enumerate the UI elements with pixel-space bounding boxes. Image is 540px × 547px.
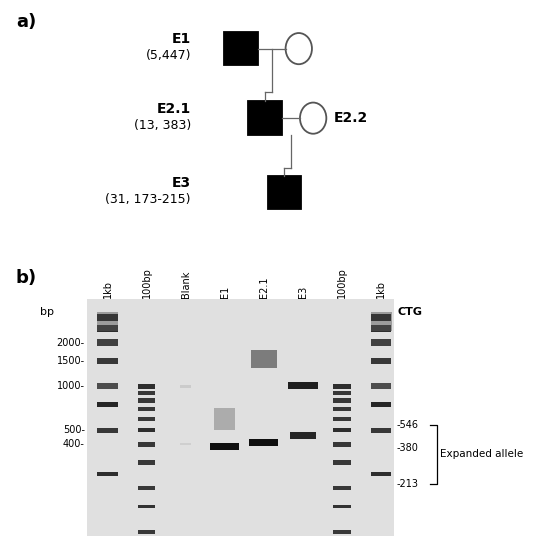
Bar [138,442,156,446]
Bar [138,407,156,411]
Bar [288,382,318,389]
Bar [291,433,316,439]
Bar [97,312,118,331]
Bar [371,358,391,364]
Bar [371,325,391,333]
Bar [249,439,279,446]
Bar [214,408,235,430]
Bar [370,312,392,331]
Bar [333,442,351,446]
Bar [138,428,156,433]
Bar [98,383,118,389]
Bar [333,486,351,490]
Bar [333,398,351,403]
Bar [138,416,156,421]
Bar [371,472,391,476]
Bar [371,339,391,346]
Text: 1000-: 1000- [57,381,85,392]
Ellipse shape [300,103,326,133]
Text: E1: E1 [220,286,230,298]
Bar [138,460,156,465]
Text: CTG: CTG [397,307,422,317]
Text: E3: E3 [298,286,308,298]
Text: (13, 383): (13, 383) [133,119,191,132]
Text: b): b) [16,269,37,287]
Bar [138,384,156,389]
Bar [98,472,118,476]
Bar [87,299,394,536]
Bar [138,505,156,508]
Text: 500-: 500- [63,425,85,435]
Bar [371,383,391,389]
Ellipse shape [286,33,312,64]
Bar [333,529,351,534]
Bar [371,402,391,407]
Bar [98,339,118,346]
Text: (31, 173-215): (31, 173-215) [105,193,191,206]
Bar [98,428,118,433]
Bar [98,325,118,333]
Text: 100bp: 100bp [337,266,347,298]
Bar [98,402,118,407]
Bar [98,313,118,321]
Bar [248,101,282,135]
Text: (5,447): (5,447) [145,49,191,62]
Text: E2.1: E2.1 [259,276,269,298]
Bar [371,313,391,321]
Bar [371,428,391,433]
Bar [180,443,191,445]
Text: -380: -380 [397,443,419,452]
Text: Expanded allele: Expanded allele [440,450,523,459]
Text: -546: -546 [397,420,419,430]
Text: 100bp: 100bp [141,266,152,298]
Text: 2000-: 2000- [57,337,85,348]
Bar [333,428,351,433]
Text: -213: -213 [397,479,419,489]
Text: 1500-: 1500- [57,356,85,366]
Bar [225,32,258,66]
Bar [98,358,118,364]
Text: E2.2: E2.2 [334,111,368,125]
Bar [333,460,351,465]
Bar [333,384,351,389]
Text: bp: bp [40,307,54,317]
Bar [251,350,276,368]
Bar [180,385,191,388]
Text: E2.1: E2.1 [157,102,191,115]
Text: Blank: Blank [181,270,191,298]
Bar [333,416,351,421]
Text: 1kb: 1kb [103,280,112,298]
Bar [268,176,301,210]
Bar [333,391,351,395]
Text: E1: E1 [172,32,191,46]
Bar [138,398,156,403]
Bar [333,407,351,411]
Text: a): a) [16,13,36,31]
Bar [333,505,351,508]
Text: E3: E3 [172,176,191,190]
Text: 1kb: 1kb [376,280,386,298]
Bar [138,529,156,534]
Bar [138,486,156,490]
Text: 400-: 400- [63,439,85,449]
Bar [210,443,239,450]
Bar [138,391,156,395]
